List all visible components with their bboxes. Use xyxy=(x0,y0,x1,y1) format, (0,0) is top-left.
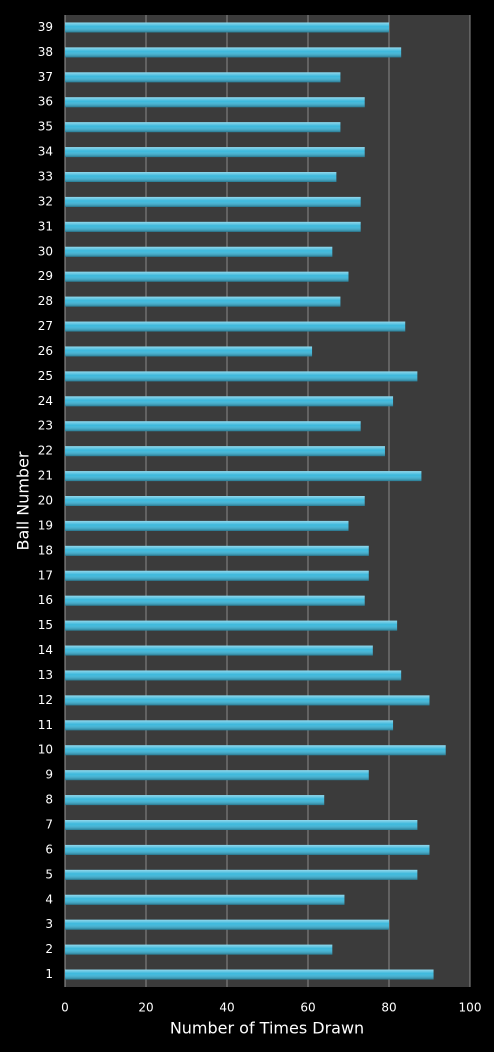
y-tick-label: 25 xyxy=(38,369,53,383)
bar xyxy=(65,620,398,631)
bar xyxy=(65,695,430,706)
bar xyxy=(65,919,389,930)
y-tick-label: 20 xyxy=(38,494,53,508)
bar xyxy=(65,869,418,880)
x-tick-label: 0 xyxy=(61,1001,69,1015)
bar xyxy=(65,246,333,257)
bar xyxy=(65,496,365,506)
bar xyxy=(65,396,394,407)
bar xyxy=(65,421,361,432)
bar xyxy=(65,147,365,158)
bar xyxy=(65,720,394,731)
x-tick-label: 40 xyxy=(219,1001,234,1015)
bar xyxy=(65,969,434,980)
bar xyxy=(65,545,369,556)
y-tick-label: 9 xyxy=(45,768,53,782)
bar xyxy=(65,321,406,332)
bar xyxy=(65,371,418,382)
bar xyxy=(65,172,337,182)
y-tick-label: 26 xyxy=(38,344,53,358)
bar xyxy=(65,595,365,606)
y-tick-label: 38 xyxy=(38,45,53,59)
bar xyxy=(65,570,369,581)
y-tick-label: 19 xyxy=(38,518,53,532)
bar xyxy=(65,471,422,482)
bar xyxy=(65,271,349,282)
y-tick-label: 39 xyxy=(38,20,53,34)
y-axis-title: Ball Number xyxy=(14,451,33,550)
y-tick-label: 13 xyxy=(38,668,53,682)
y-tick-label: 14 xyxy=(38,643,53,657)
bar xyxy=(65,745,446,756)
y-tick-label: 22 xyxy=(38,444,53,458)
y-tick-label: 2 xyxy=(45,942,53,956)
y-tick-label: 37 xyxy=(38,70,53,84)
bar xyxy=(65,820,418,830)
bar xyxy=(65,670,402,681)
bar xyxy=(65,296,341,307)
bar xyxy=(65,770,369,781)
y-tick-label: 21 xyxy=(38,469,53,483)
bar xyxy=(65,894,345,905)
y-tick-label: 32 xyxy=(38,194,53,208)
y-tick-label: 35 xyxy=(38,120,53,134)
y-tick-label: 36 xyxy=(38,95,53,109)
bar xyxy=(65,346,313,357)
y-tick-label: 5 xyxy=(45,867,53,881)
x-tick-label: 100 xyxy=(459,1001,482,1015)
bar xyxy=(65,122,341,133)
x-tick-label: 20 xyxy=(138,1001,153,1015)
y-tick-label: 11 xyxy=(38,718,53,732)
x-tick-label: 80 xyxy=(381,1001,396,1015)
y-tick-label: 23 xyxy=(38,419,53,433)
y-tick-label: 10 xyxy=(38,743,53,757)
bar xyxy=(65,520,349,531)
y-tick-label: 18 xyxy=(38,543,53,557)
y-tick-label: 33 xyxy=(38,170,53,184)
y-tick-label: 29 xyxy=(38,269,53,283)
bar xyxy=(65,72,341,83)
y-tick-label: 27 xyxy=(38,319,53,333)
bar xyxy=(65,944,333,955)
y-tick-label: 16 xyxy=(38,593,53,607)
y-tick-label: 12 xyxy=(38,693,53,707)
y-tick-label: 8 xyxy=(45,793,53,807)
bar xyxy=(65,47,402,58)
y-tick-label: 15 xyxy=(38,618,53,632)
y-tick-label: 24 xyxy=(38,394,53,408)
bar xyxy=(65,795,325,806)
y-tick-label: 7 xyxy=(45,818,53,832)
y-tick-label: 28 xyxy=(38,294,53,308)
y-tick-label: 6 xyxy=(45,842,53,856)
y-tick-label: 17 xyxy=(38,568,53,582)
y-tick-label: 34 xyxy=(38,145,53,159)
bar xyxy=(65,844,430,855)
x-tick-label: 60 xyxy=(300,1001,315,1015)
bar xyxy=(65,221,361,232)
bar xyxy=(65,645,373,656)
y-tick-label: 3 xyxy=(45,917,53,931)
bar xyxy=(65,97,365,108)
y-tick-label: 4 xyxy=(45,892,53,906)
y-tick-label: 1 xyxy=(45,967,53,981)
y-tick-label: 30 xyxy=(38,244,53,258)
x-axis-title: Number of Times Drawn xyxy=(170,1019,364,1038)
y-tick-label: 31 xyxy=(38,219,53,233)
bar xyxy=(65,446,385,457)
bar xyxy=(65,22,389,33)
bar xyxy=(65,196,361,207)
